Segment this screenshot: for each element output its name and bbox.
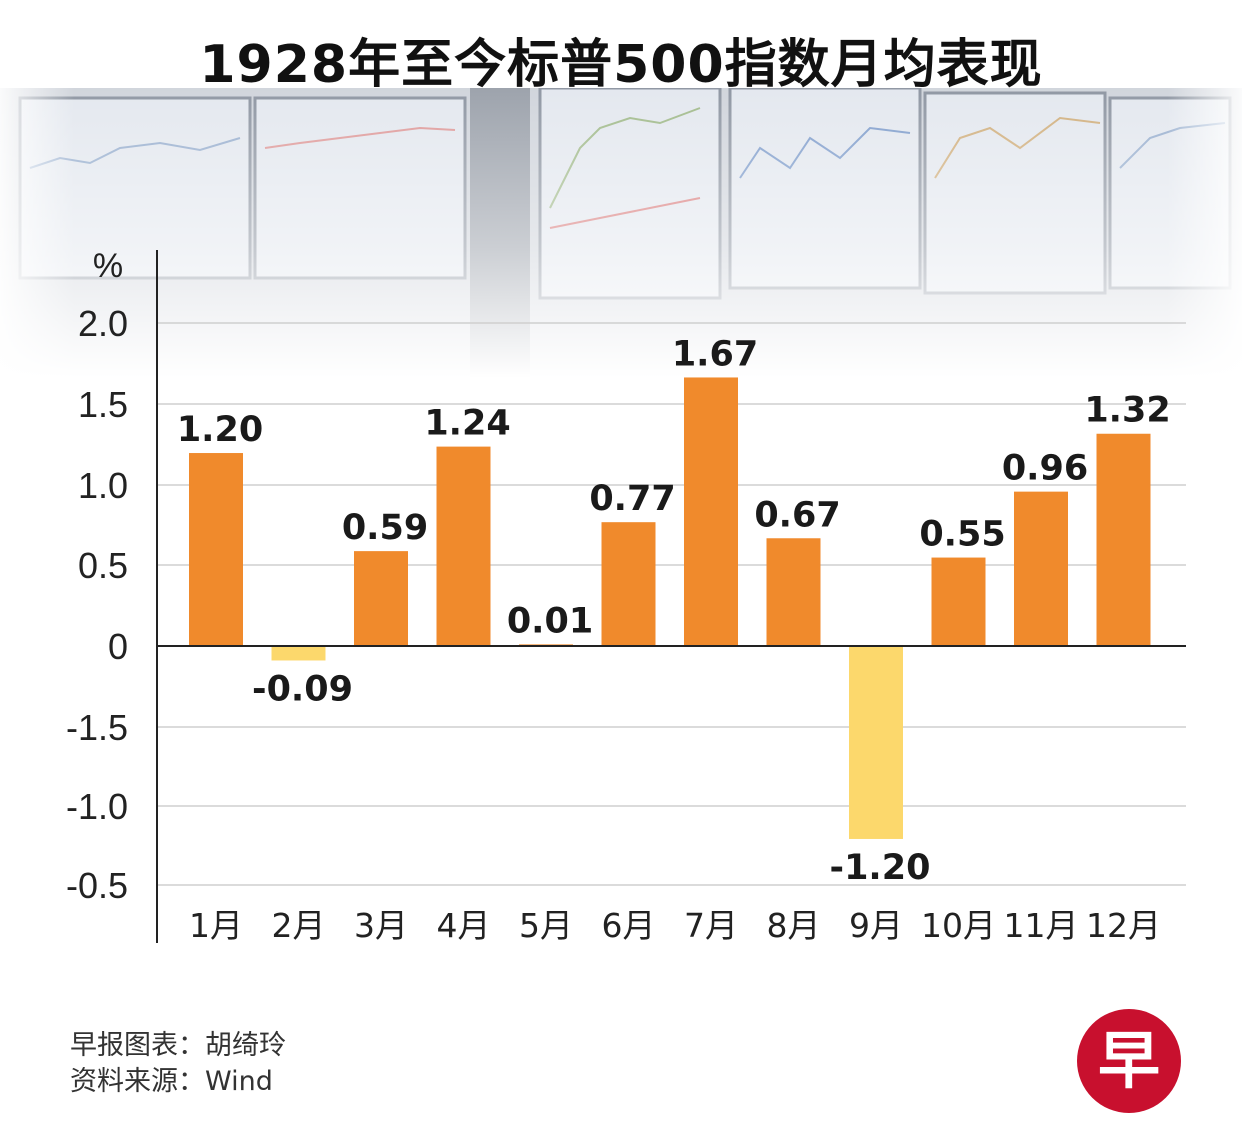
- x-category-label: 12月: [1086, 906, 1161, 945]
- bars: [189, 377, 1151, 839]
- y-tick-label: 2.0: [78, 303, 128, 344]
- y-tick-labels: 2.0 1.5 1.0 0.5 0 -1.5 -1.0 -0.5: [66, 303, 128, 906]
- y-tick-label: -0.5: [66, 865, 128, 906]
- data-label: 1.67: [672, 334, 758, 374]
- x-category-label: 2月: [272, 906, 326, 945]
- credits: 早报图表：胡绮玲 资料来源：Wind: [70, 1028, 286, 1100]
- data-label: 1.32: [1084, 391, 1170, 431]
- bar: [849, 646, 903, 839]
- data-label: -1.20: [830, 848, 931, 888]
- bar: [1096, 433, 1151, 646]
- bar: [436, 446, 491, 646]
- axes: [156, 250, 1186, 943]
- gridlines: [157, 322, 1186, 886]
- x-category-label: 11月: [1004, 906, 1079, 945]
- x-category-label: 7月: [684, 906, 738, 945]
- y-tick-label: 1.5: [78, 384, 128, 425]
- x-category-label: 9月: [849, 906, 903, 945]
- data-label: 0.67: [754, 495, 840, 535]
- x-category-label: 3月: [354, 906, 408, 945]
- x-category-label: 6月: [602, 906, 656, 945]
- y-unit-label: %: [93, 247, 123, 285]
- x-category-label: 4月: [437, 906, 491, 945]
- data-label: -0.09: [252, 669, 353, 709]
- data-labels: 1.20 -0.09 0.59 1.24 0.01 0.77 1.67 0.67 -1.20 0.…: [177, 334, 1171, 887]
- trading-screens-background: [0, 88, 1242, 378]
- x-category-label: 10月: [921, 906, 996, 945]
- bar: [601, 522, 656, 646]
- bar: [271, 646, 326, 661]
- y-tick-label: 0.5: [78, 545, 128, 586]
- x-category-label: 5月: [519, 906, 573, 945]
- data-label: 0.55: [919, 515, 1005, 555]
- chart-credit: 早报图表：胡绮玲: [70, 1030, 286, 1061]
- bar: [354, 551, 408, 646]
- bar: [931, 557, 986, 646]
- bar: [1014, 491, 1068, 646]
- logo-text: 早: [1098, 1024, 1160, 1097]
- y-tick-label: 0: [108, 626, 128, 667]
- data-label: 0.01: [507, 601, 593, 641]
- bar: [766, 538, 821, 646]
- y-tick-label: -1.0: [66, 786, 128, 827]
- data-label: 0.77: [589, 479, 675, 519]
- data-label: 1.24: [424, 404, 510, 444]
- y-tick-label: 1.0: [78, 465, 128, 506]
- data-label: 0.96: [1002, 449, 1088, 489]
- data-label: 0.59: [342, 508, 428, 548]
- x-category-label: 8月: [767, 906, 821, 945]
- bar: [189, 453, 243, 646]
- y-tick-label: -1.5: [66, 707, 128, 748]
- x-category-labels: 1月 2月 3月 4月 5月 6月 7月 8月 9月 10月 11月 12月: [189, 906, 1161, 945]
- lianhe-zaobao-logo-icon: 早: [1077, 1009, 1181, 1113]
- data-label: 1.20: [177, 410, 263, 450]
- bar: [684, 377, 738, 646]
- chart-title: 1928年至今标普500指数月均表现: [199, 35, 1043, 95]
- source-credit: 资料来源：Wind: [70, 1066, 273, 1097]
- x-category-label: 1月: [189, 906, 243, 945]
